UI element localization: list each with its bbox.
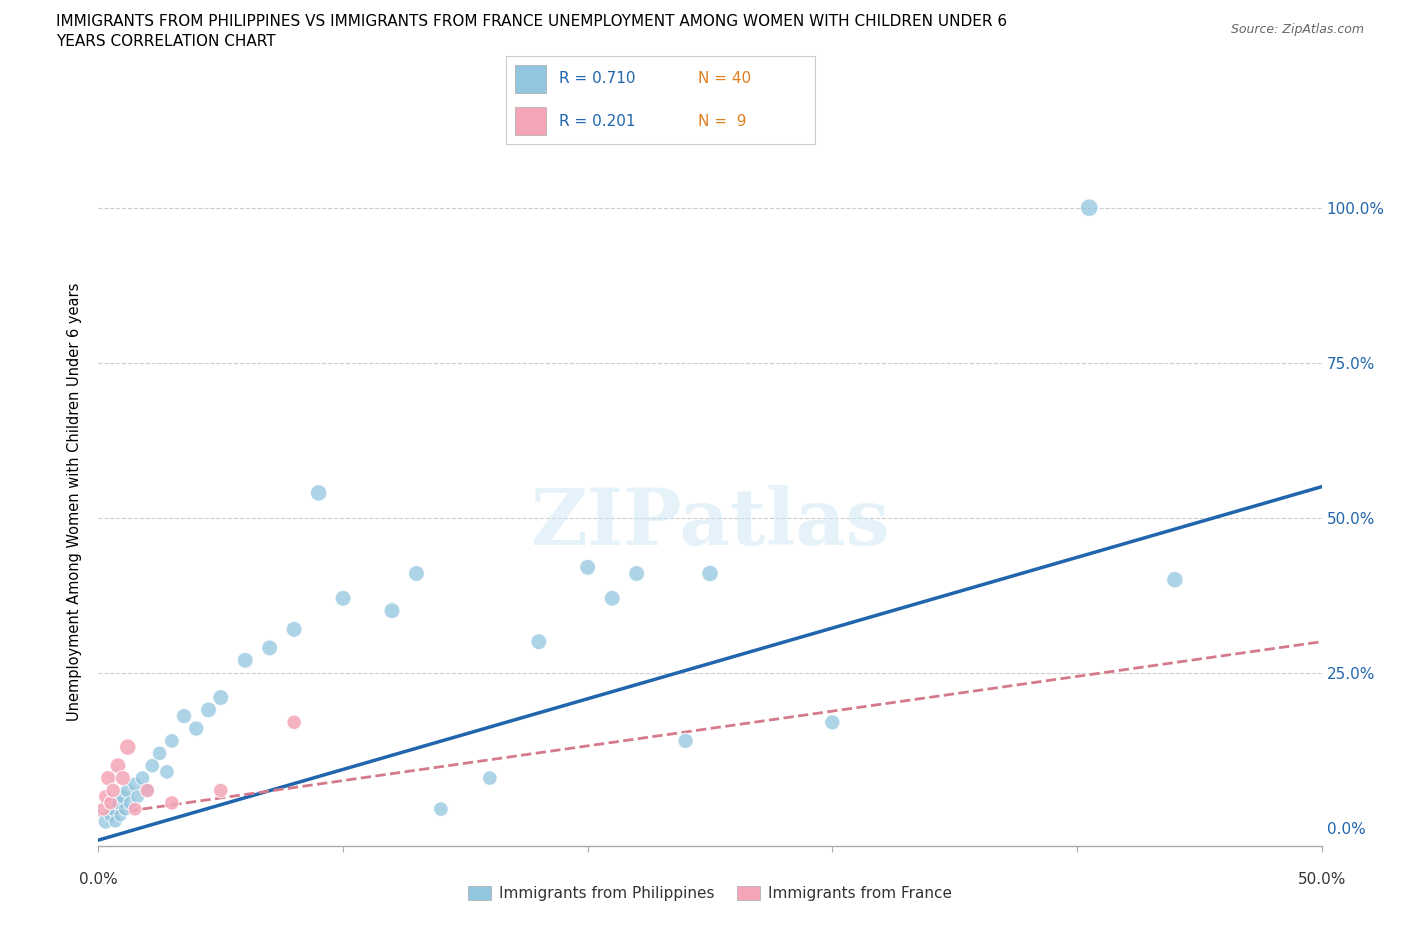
Point	[107, 795, 129, 810]
Point	[527, 634, 550, 649]
Text: IMMIGRANTS FROM PHILIPPINES VS IMMIGRANTS FROM FRANCE UNEMPLOYMENT AMONG WOMEN W: IMMIGRANTS FROM PHILIPPINES VS IMMIGRANT…	[56, 14, 1007, 29]
Text: 0.0%: 0.0%	[79, 872, 118, 887]
Point	[430, 802, 453, 817]
Point	[576, 560, 599, 575]
Point	[626, 566, 648, 581]
Point	[209, 690, 232, 705]
Point	[100, 795, 122, 810]
Point	[1078, 200, 1101, 215]
Point	[111, 771, 134, 786]
Point	[381, 604, 404, 618]
Point	[127, 790, 149, 804]
Point	[186, 721, 208, 736]
Point	[821, 715, 844, 730]
Point	[131, 771, 153, 786]
Text: R = 0.710: R = 0.710	[558, 72, 636, 86]
Legend: Immigrants from Philippines, Immigrants from France: Immigrants from Philippines, Immigrants …	[463, 880, 957, 908]
Text: N = 40: N = 40	[697, 72, 751, 86]
Point	[136, 783, 159, 798]
Point	[259, 641, 281, 656]
Y-axis label: Unemployment Among Women with Children Under 6 years: Unemployment Among Women with Children U…	[67, 283, 83, 722]
Point	[91, 802, 114, 817]
FancyBboxPatch shape	[516, 107, 547, 136]
Text: YEARS CORRELATION CHART: YEARS CORRELATION CHART	[56, 34, 276, 49]
Point	[209, 783, 232, 798]
Point	[101, 802, 124, 817]
Point	[600, 591, 623, 605]
Point	[405, 566, 427, 581]
Point	[156, 764, 179, 779]
Point	[94, 814, 117, 829]
Text: R = 0.201: R = 0.201	[558, 113, 636, 128]
Point	[120, 795, 142, 810]
Point	[283, 622, 305, 637]
Point	[233, 653, 256, 668]
Text: Source: ZipAtlas.com: Source: ZipAtlas.com	[1230, 23, 1364, 36]
Point	[283, 715, 305, 730]
Point	[114, 802, 136, 817]
Point	[101, 783, 124, 798]
Point	[94, 790, 117, 804]
FancyBboxPatch shape	[516, 65, 547, 93]
Point	[699, 566, 721, 581]
Point	[117, 739, 139, 754]
Point	[107, 758, 129, 773]
Point	[173, 709, 195, 724]
Point	[197, 702, 219, 717]
Point	[675, 734, 697, 749]
Point	[104, 814, 127, 829]
Point	[111, 790, 134, 804]
Point	[149, 746, 172, 761]
Point	[160, 795, 183, 810]
Point	[97, 771, 120, 786]
Point	[478, 771, 501, 786]
Point	[100, 808, 122, 823]
Point	[141, 758, 163, 773]
Point	[124, 802, 146, 817]
Point	[308, 485, 330, 500]
Point	[332, 591, 354, 605]
Point	[1164, 572, 1187, 587]
Text: N =  9: N = 9	[697, 113, 747, 128]
Text: ZIPatlas: ZIPatlas	[530, 485, 890, 561]
Text: 50.0%: 50.0%	[1298, 872, 1346, 887]
Point	[124, 777, 146, 791]
Point	[136, 783, 159, 798]
Point	[117, 783, 139, 798]
Point	[160, 734, 183, 749]
Point	[110, 808, 132, 823]
